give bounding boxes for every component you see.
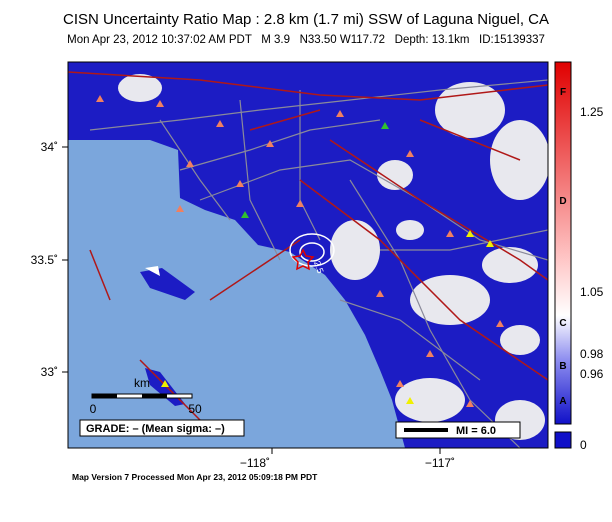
- grade-letter: C: [559, 318, 566, 329]
- lat-label: 33˚: [41, 365, 58, 379]
- colorbar-tick: 1.05: [580, 285, 604, 299]
- grade-letter: B: [559, 361, 566, 372]
- scale-unit: km: [134, 376, 150, 390]
- footer: Map Version 7 Processed Mon Apr 23, 2012…: [72, 472, 318, 482]
- map-frame: [67, 61, 549, 449]
- scale-end: 50: [188, 402, 202, 416]
- colorbar-tick: 0.98: [580, 347, 604, 361]
- lon-label: −117˚: [425, 456, 455, 470]
- map: 2.5: [68, 62, 548, 448]
- colorbar-tick: 0.96: [580, 367, 604, 381]
- colorbar: [554, 61, 572, 425]
- lat-label: 33.5˚: [31, 253, 58, 267]
- scale-start: 0: [90, 402, 97, 416]
- grade-letter: A: [559, 396, 566, 407]
- grade-box: [79, 419, 245, 437]
- title: CISN Uncertainty Ratio Map : 2.8 km (1.7…: [63, 11, 549, 28]
- grade-letter: F: [560, 87, 566, 98]
- colorbar-tick: 0: [580, 438, 587, 452]
- scale-bar: km 0 50: [90, 376, 202, 416]
- mi-legend: MI = 6.0: [456, 425, 496, 437]
- lat-label: 34˚: [41, 140, 58, 154]
- contour-label: 2.5: [312, 260, 326, 275]
- grade: GRADE: – (Mean sigma: –): [86, 423, 225, 435]
- colorbar-zero: [554, 431, 572, 449]
- lon-label: −118˚: [240, 456, 270, 470]
- colorbar-tick: 1.25: [580, 105, 604, 119]
- grade-letter: D: [559, 196, 566, 207]
- mi-box: [395, 421, 521, 439]
- subtitle: Mon Apr 23, 2012 10:37:02 AM PDT M 3.9 N…: [67, 34, 545, 46]
